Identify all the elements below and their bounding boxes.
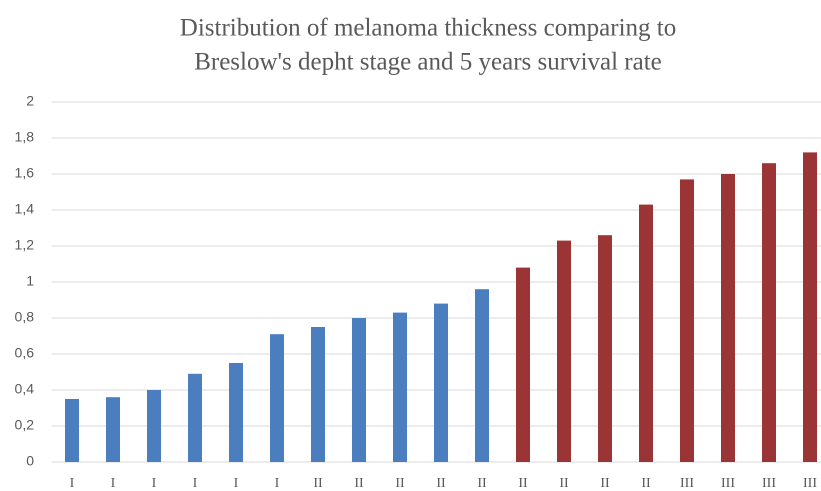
y-tick-label: 1,4 (15, 201, 35, 217)
bar (639, 204, 653, 462)
x-tick-label: II (641, 476, 651, 491)
x-tick-label: I (111, 476, 116, 491)
y-tick-label: 1 (26, 273, 34, 289)
bar (270, 334, 284, 462)
bar (147, 390, 161, 462)
bar (516, 267, 530, 462)
x-tick-label: III (680, 476, 694, 491)
bar (393, 312, 407, 462)
x-tick-label: III (803, 476, 817, 491)
x-tick-label: I (193, 476, 198, 491)
y-tick-label: 0 (26, 453, 34, 469)
x-tick-label: III (762, 476, 776, 491)
x-tick-label: II (477, 476, 487, 491)
y-tick-label: 0,8 (15, 309, 35, 325)
chart-title: Distribution of melanoma thickness compa… (180, 15, 676, 42)
y-tick-label: 0,4 (15, 381, 35, 397)
bar (65, 399, 79, 462)
bar (721, 174, 735, 462)
bar (106, 397, 120, 462)
y-tick-label: 1,2 (15, 237, 35, 253)
x-tick-label: II (436, 476, 446, 491)
bar (803, 152, 817, 462)
bar (557, 240, 571, 462)
y-tick-label: 2 (26, 93, 34, 109)
chart-title: Breslow's depht stage and 5 years surviv… (194, 49, 662, 76)
bar (434, 303, 448, 462)
y-tick-label: 1,6 (15, 165, 35, 181)
x-tick-label: I (234, 476, 239, 491)
x-tick-label: II (518, 476, 528, 491)
y-tick-label: 1,8 (15, 129, 35, 145)
x-tick-label: II (600, 476, 610, 491)
x-tick-label: II (395, 476, 405, 491)
bar (680, 179, 694, 462)
bar (311, 327, 325, 462)
x-tick-label: II (559, 476, 569, 491)
x-tick-label: I (152, 476, 157, 491)
bar (188, 373, 202, 462)
x-tick-label: III (721, 476, 735, 491)
y-tick-label: 0,6 (15, 345, 35, 361)
bar (352, 318, 366, 462)
x-tick-label: I (70, 476, 75, 491)
bar (475, 289, 489, 462)
x-tick-label: I (275, 476, 280, 491)
bar (229, 363, 243, 462)
bar (598, 235, 612, 462)
y-tick-label: 0,2 (15, 417, 35, 433)
x-tick-label: II (313, 476, 323, 491)
x-tick-label: II (354, 476, 364, 491)
bar (762, 163, 776, 462)
